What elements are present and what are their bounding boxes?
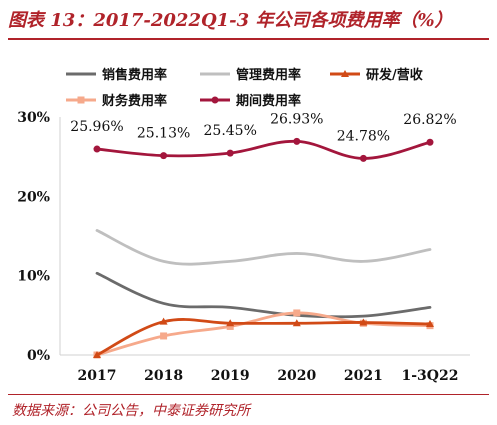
legend-marker-4 [211,96,219,104]
series-point-3 [160,332,168,340]
series-point-2 [226,319,235,327]
legend-label-0: 销售费用率 [102,67,167,83]
data-label: 25.45% [204,123,257,139]
data-label: 26.93% [270,111,323,127]
series-point-4 [359,154,367,162]
series-point-2 [359,318,368,326]
y-tick-label: 20% [17,189,50,205]
series-point-4 [226,149,234,157]
x-tick-label: 1-3Q22 [402,368,459,384]
legend-marker-2 [341,70,349,77]
legend-label-1: 管理费用率 [236,67,301,83]
series-line-3 [95,311,432,357]
series-point-3 [293,309,301,317]
series-point-4 [160,152,168,160]
legend-label-2: 研发/营收 [366,67,424,83]
data-label: 25.96% [70,119,123,135]
chart-title: 图表 13：2017-2022Q1-3 年公司各项费用率（%） [8,10,453,31]
series-point-2 [93,351,101,358]
series-point-4 [293,137,301,145]
footer-divider [8,394,489,395]
x-tick-label: 2017 [78,368,117,384]
series-point-2 [292,319,301,327]
series-point-4 [426,138,434,146]
series-point-4 [93,145,101,153]
data-label: 26.82% [403,112,456,128]
data-label: 24.78% [337,128,390,144]
title-divider [8,38,489,40]
x-tick-label: 2019 [211,368,250,384]
y-tick-label: 30% [17,110,50,126]
series-point-2 [426,320,434,328]
legend-marker-3 [77,96,85,104]
series-point-2 [159,317,168,325]
series-line-1 [95,229,432,266]
legend-label-4: 期间费用率 [236,93,301,109]
data-label: 25.13% [137,126,190,142]
x-tick-label: 2020 [277,368,316,384]
y-tick-label: 0% [27,348,50,364]
source-note: 数据来源：公司公告，中泰证券研究所 [12,403,250,419]
legend-label-3: 财务费用率 [102,93,167,109]
y-tick-label: 10% [17,269,50,285]
series-line-2 [95,318,432,357]
series-line-4 [95,139,432,160]
series-line-0 [95,271,432,319]
series-point-3 [226,322,234,330]
x-tick-label: 2021 [344,368,383,384]
x-tick-label: 2018 [144,368,183,384]
